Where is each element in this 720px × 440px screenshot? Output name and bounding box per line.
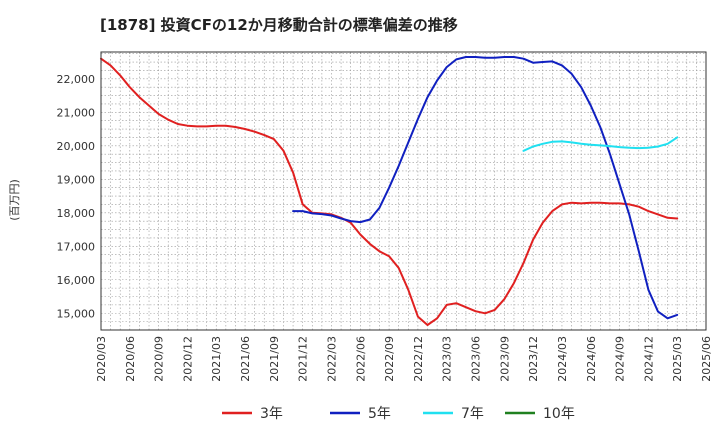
y-tick-label: 17,000 [57,240,96,253]
x-tick-label: 2025/06 [700,336,713,382]
x-tick-label: 2023/09 [498,336,511,382]
x-tick-label: 2023/06 [470,336,483,382]
y-tick-label: 16,000 [57,274,96,287]
x-tick-label: 2021/03 [210,336,223,382]
x-tick-label: 2025/03 [671,336,684,382]
x-tick-label: 2023/03 [441,336,454,382]
y-tick-label: 21,000 [57,106,96,119]
x-tick-label: 2023/12 [527,336,540,382]
x-tick-label: 2020/06 [124,336,137,382]
y-tick-label: 22,000 [57,73,96,86]
y-tick-label: 18,000 [57,207,96,220]
legend: 3年 5年 7年 10年 [222,406,575,422]
legend-label-2: 5年 [368,406,391,422]
plot-frame [100,51,707,331]
x-tick-label: 2024/09 [614,336,627,382]
series-line-2 [292,56,679,320]
series-line-1 [100,57,679,326]
y-tick-label: 15,000 [57,307,96,320]
y-tick-label: 19,000 [57,173,96,186]
x-tick-label: 2020/12 [181,336,194,382]
x-tick-label: 2022/03 [325,336,338,382]
x-tick-label: 2021/12 [297,336,310,382]
x-tick-label: 2020/09 [153,336,166,382]
y-axis-label: (百万円) [8,179,21,221]
series-line-3 [522,136,679,152]
series-layer [100,56,679,326]
y-tick-label: 20,000 [57,140,96,153]
x-tick-label: 2024/06 [585,336,598,382]
x-tick-label: 2020/03 [95,336,108,382]
x-tick-label: 2024/12 [642,336,655,382]
x-tick-labels: 2020/03 2020/06 2020/09 2020/12 2021/03 2021/… [95,336,713,382]
x-tick-label: 2022/12 [412,336,425,382]
legend-label-1: 3年 [260,406,283,422]
chart-title: [1878] 投資CFの12か月移動合計の標準偏差の推移 [100,16,458,34]
legend-label-4: 10年 [543,406,575,422]
grid-layer [100,52,707,331]
x-tick-label: 2021/09 [268,336,281,382]
x-tick-label: 2022/09 [383,336,396,382]
x-tick-label: 2024/03 [556,336,569,382]
legend-label-3: 7年 [461,406,484,422]
x-tick-label: 2021/06 [239,336,252,382]
y-tick-labels: 15,000 16,000 17,000 18,000 19,000 20,000 21,0… [57,73,96,320]
x-tick-label: 2022/06 [354,336,367,382]
